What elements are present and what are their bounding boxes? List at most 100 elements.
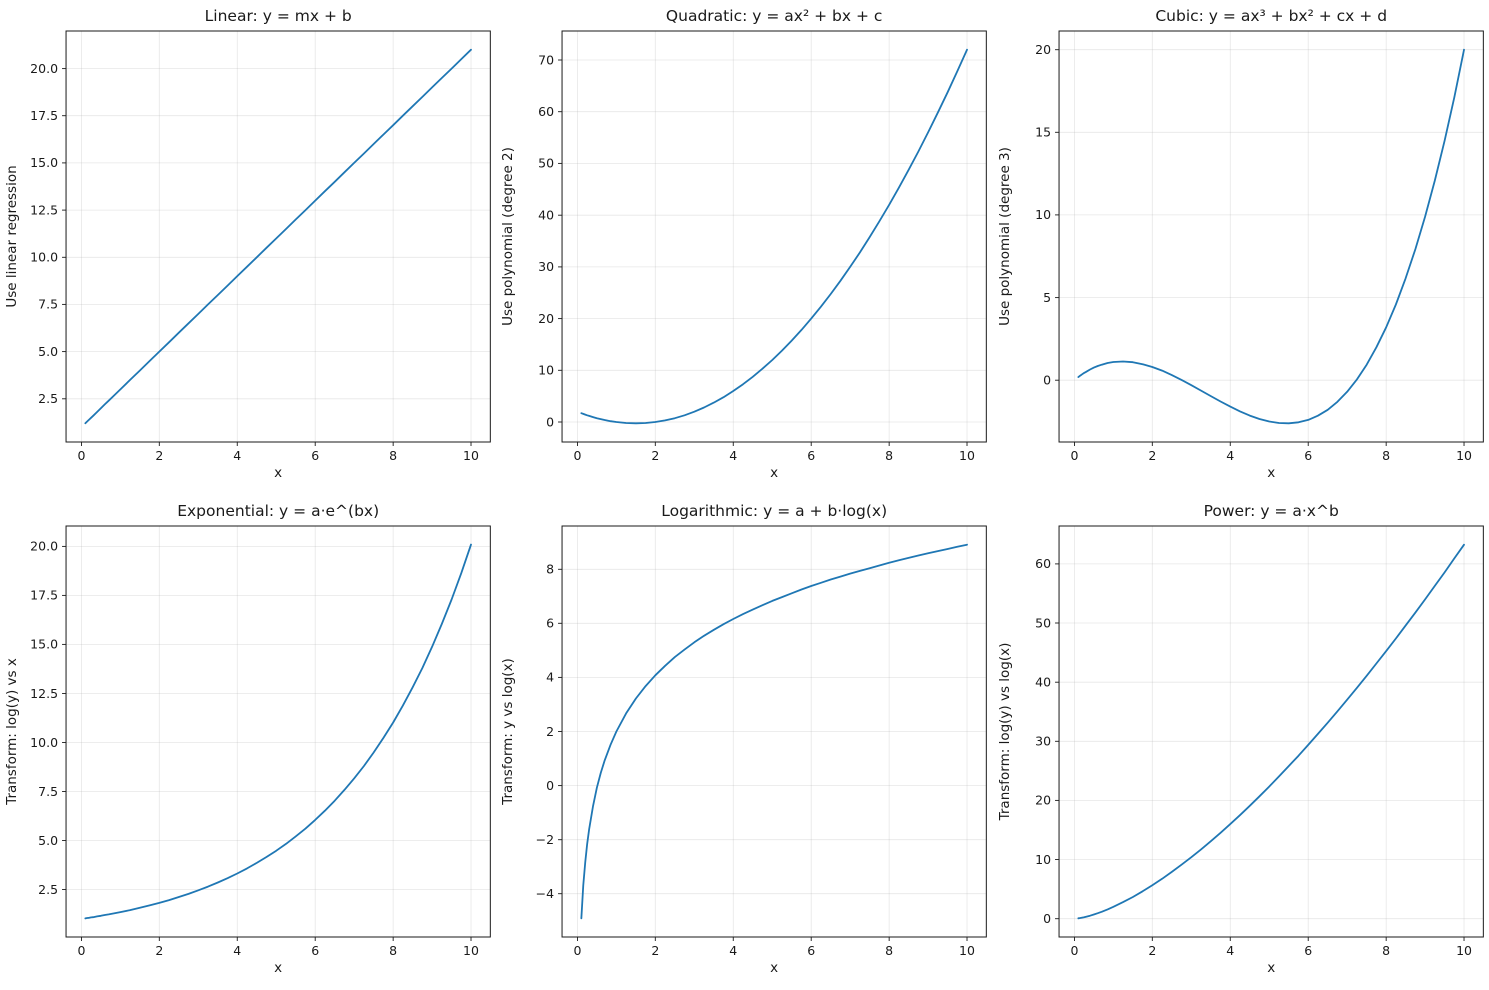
x-tick-label: 8 xyxy=(389,943,397,958)
y-tick-label: 10 xyxy=(538,363,554,378)
x-tick-label: 2 xyxy=(155,943,163,958)
x-tick-label: 10 xyxy=(959,448,975,463)
x-tick-label: 0 xyxy=(77,943,85,958)
y-tick-label: 40 xyxy=(1035,675,1051,690)
x-tick-label: 4 xyxy=(233,448,241,463)
x-tick-label: 0 xyxy=(1070,943,1078,958)
x-axis-label-exponential: x xyxy=(274,960,282,976)
x-tick-label: 0 xyxy=(574,448,582,463)
y-tick-label: 2 xyxy=(546,724,554,739)
subplot-power: 0 2 4 6 8 10 0 10 20 30 40 50 60 Power: y = a·x^b Tr… xyxy=(993,495,1489,990)
ticks-logarithmic: 0 2 4 6 8 10 −4 −2 0 2 4 6 8 xyxy=(536,562,975,958)
y-tick-label: 10.0 xyxy=(30,735,58,750)
x-tick-label: 10 xyxy=(959,943,975,958)
plot-border-cubic xyxy=(1058,30,1484,443)
gridlines-linear xyxy=(66,31,491,442)
y-tick-label: 2.5 xyxy=(38,391,58,406)
y-tick-label: 20.0 xyxy=(30,61,58,76)
chart-title-linear: Linear: y = mx + b xyxy=(205,7,352,25)
y-axis-label-cubic: Use polynomial (degree 3) xyxy=(997,147,1013,326)
plot-border-exponential xyxy=(65,525,491,938)
x-tick-label: 6 xyxy=(311,448,319,463)
ticks-quadratic: 0 2 4 6 8 10 0 10 20 30 40 50 60 70 xyxy=(538,52,975,463)
y-tick-label: 17.5 xyxy=(30,588,58,603)
x-tick-label: 0 xyxy=(77,448,85,463)
y-tick-label: 15.0 xyxy=(30,155,58,170)
axes-exponential: 0 2 4 6 8 10 2.5 5.0 7.5 10.0 12.5 15.0 17.5 20.0 xyxy=(30,525,491,958)
y-tick-label: −2 xyxy=(536,832,554,847)
exponential-curve xyxy=(84,543,472,920)
plot-cubic: 0 2 4 6 8 10 0 5 10 15 20 Cubic: y = ax³ + bx² + c… xyxy=(997,7,1484,481)
logarithmic-curve xyxy=(580,543,969,920)
chart-title-quadratic: Quadratic: y = ax² + bx + c xyxy=(666,7,882,25)
x-tick-label: 4 xyxy=(233,943,241,958)
y-tick-label: 30 xyxy=(1035,734,1051,749)
y-tick-label: 7.5 xyxy=(38,297,58,312)
y-tick-label: 20 xyxy=(1035,42,1051,57)
gridlines-cubic xyxy=(1058,31,1483,442)
y-tick-label: 20.0 xyxy=(30,539,58,554)
x-axis-label-cubic: x xyxy=(1267,465,1275,481)
y-tick-label: 10.0 xyxy=(30,250,58,265)
plot-linear: 0 2 4 6 8 10 2.5 5.0 7.5 10.0 12.5 15.0 17.5 20.0 Lin… xyxy=(4,7,491,481)
y-tick-label: 50 xyxy=(1035,615,1051,630)
y-tick-label: 30 xyxy=(538,259,554,274)
ticks-power: 0 2 4 6 8 10 0 10 20 30 40 50 60 xyxy=(1035,556,1472,958)
y-tick-label: 60 xyxy=(1035,556,1051,571)
gridlines-quadratic xyxy=(562,31,987,442)
y-tick-label: 0 xyxy=(1043,373,1051,388)
y-tick-label: 2.5 xyxy=(38,882,58,897)
y-axis-label-logarithmic: Transform: y vs log(x) xyxy=(500,658,516,806)
axes-logarithmic: 0 2 4 6 8 10 −4 −2 0 2 4 6 8 xyxy=(536,525,988,958)
plot-exponential: 0 2 4 6 8 10 2.5 5.0 7.5 10.0 12.5 15.0 17.5 20.0 Exp… xyxy=(4,502,491,976)
axes-quadratic: 0 2 4 6 8 10 0 10 20 30 40 50 60 70 xyxy=(538,30,988,463)
x-tick-label: 6 xyxy=(1304,943,1312,958)
plot-logarithmic: 0 2 4 6 8 10 −4 −2 0 2 4 6 8 Logarithmic: y = a + b·… xyxy=(500,502,988,976)
x-tick-label: 2 xyxy=(652,448,660,463)
x-tick-label: 8 xyxy=(886,943,894,958)
quadratic-curve xyxy=(580,48,969,425)
y-tick-label: 10 xyxy=(1035,207,1051,222)
x-tick-label: 0 xyxy=(1070,448,1078,463)
chart-title-logarithmic: Logarithmic: y = a + b·log(x) xyxy=(662,502,888,520)
y-tick-label: 5 xyxy=(1043,290,1051,305)
axes-power: 0 2 4 6 8 10 0 10 20 30 40 50 60 xyxy=(1035,525,1484,958)
x-tick-label: 6 xyxy=(311,943,319,958)
x-axis-label-quadratic: x xyxy=(771,465,779,481)
x-tick-label: 6 xyxy=(808,943,816,958)
x-tick-label: 4 xyxy=(1226,943,1234,958)
x-tick-label: 4 xyxy=(730,943,738,958)
y-axis-label-power: Transform: log(y) vs log(x) xyxy=(997,643,1013,822)
plot-border-quadratic xyxy=(561,30,988,443)
gridlines-exponential xyxy=(66,526,491,937)
y-tick-label: 6 xyxy=(546,616,554,631)
y-tick-label: 70 xyxy=(538,52,554,67)
y-tick-label: 7.5 xyxy=(38,784,58,799)
chart-title-cubic: Cubic: y = ax³ + bx² + cx + d xyxy=(1155,7,1387,25)
x-tick-label: 10 xyxy=(1456,448,1472,463)
y-axis-label-linear: Use linear regression xyxy=(4,165,20,307)
chart-title-power: Power: y = a·x^b xyxy=(1203,502,1338,520)
x-axis-label-logarithmic: x xyxy=(771,960,779,976)
y-tick-label: 15.0 xyxy=(30,637,58,652)
y-tick-label: 17.5 xyxy=(30,108,58,123)
x-tick-label: 2 xyxy=(1148,448,1156,463)
x-axis-label-linear: x xyxy=(274,465,282,481)
x-axis-label-power: x xyxy=(1267,960,1275,976)
x-tick-label: 2 xyxy=(155,448,163,463)
y-tick-label: 4 xyxy=(546,670,554,685)
x-tick-label: 6 xyxy=(1304,448,1312,463)
x-tick-label: 6 xyxy=(808,448,816,463)
x-tick-label: 8 xyxy=(1382,943,1390,958)
plot-border-linear xyxy=(65,30,491,443)
x-tick-label: 8 xyxy=(1382,448,1390,463)
axes-linear: 0 2 4 6 8 10 2.5 5.0 7.5 10.0 12.5 15.0 17.5 20.0 xyxy=(30,30,491,463)
subplot-logarithmic: 0 2 4 6 8 10 −4 −2 0 2 4 6 8 Logarithmic: y = a + b·… xyxy=(496,495,992,990)
y-axis-label-exponential: Transform: log(y) vs x xyxy=(4,658,20,806)
x-tick-label: 10 xyxy=(463,943,479,958)
subplot-quadratic: 0 2 4 6 8 10 0 10 20 30 40 50 60 70 Quadratic: y = ax… xyxy=(496,0,992,495)
y-tick-label: 10 xyxy=(1035,852,1051,867)
ticks-linear: 0 2 4 6 8 10 2.5 5.0 7.5 10.0 12.5 15.0 17.5 20.0 xyxy=(30,61,479,463)
y-tick-label: 40 xyxy=(538,208,554,223)
y-tick-label: 20 xyxy=(538,311,554,326)
